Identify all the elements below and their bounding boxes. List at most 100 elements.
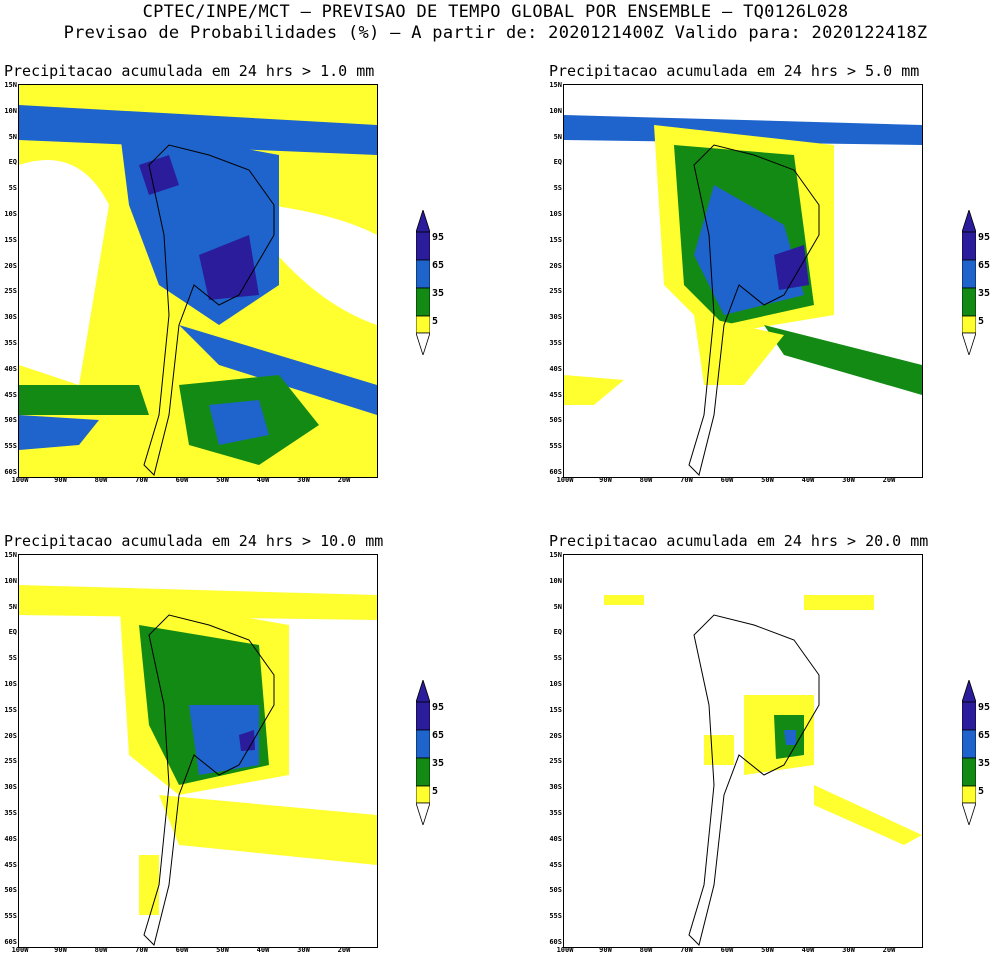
- lat-tick-label: 35S: [4, 809, 17, 817]
- lat-tick-label: 55S: [549, 912, 562, 921]
- lat-tick-label: 20S: [4, 261, 17, 270]
- lat-tick-label: 5S: [8, 184, 17, 193]
- lon-tick-label: 70W: [135, 946, 148, 954]
- lat-tick-label: 25S: [4, 287, 17, 296]
- lat-tick-label: 15S: [549, 705, 562, 714]
- lat-tick-label: 60S: [4, 938, 17, 946]
- map-panel-1mm: Precipitacao acumulada em 24 hrs > 1.0 m…: [0, 62, 380, 478]
- lat-tick-label: 5N: [8, 132, 17, 141]
- lon-tick-label: 80W: [94, 476, 108, 484]
- legend-label-35: 35: [978, 288, 991, 299]
- lat-tick-label: 30S: [4, 313, 17, 322]
- lat-tick-label: EQ: [8, 158, 17, 167]
- lat-tick-label: 10S: [4, 680, 17, 688]
- legend-label-65: 65: [432, 260, 445, 271]
- lat-tick-label: 60S: [549, 468, 562, 476]
- lon-tick-label: 50W: [216, 476, 229, 484]
- lat-tick-label: 10N: [549, 576, 562, 585]
- legend-label-5: 5: [978, 786, 985, 797]
- legend-label-65: 65: [432, 730, 445, 741]
- lon-tick-label: 80W: [639, 476, 653, 484]
- legend-label-95: 95: [978, 232, 991, 243]
- lat-tick-label: 20S: [549, 731, 562, 740]
- lon-tick-label: 50W: [761, 946, 774, 954]
- lat-tick-label: 15N: [4, 81, 17, 89]
- lat-tick-label: 30S: [549, 783, 562, 792]
- lat-tick-label: 10N: [4, 106, 17, 115]
- legend-label-65: 65: [978, 730, 991, 741]
- lon-tick-label: 50W: [216, 946, 229, 954]
- lat-tick-label: 55S: [4, 912, 17, 921]
- lon-tick-label: 60W: [720, 476, 734, 484]
- lon-tick-label: 80W: [639, 946, 653, 954]
- legend-label-5: 5: [432, 316, 439, 327]
- map-area: [563, 84, 923, 478]
- panel-title: Precipitacao acumulada em 24 hrs > 10.0 …: [4, 532, 384, 550]
- lat-tick-label: 40S: [4, 834, 17, 843]
- map-area: [563, 554, 923, 948]
- lat-tick-label: 5N: [8, 602, 17, 611]
- lat-tick-label: 10N: [4, 576, 17, 585]
- lon-tick-label: 100W: [556, 946, 574, 954]
- lon-tick-label: 20W: [882, 946, 896, 954]
- lon-tick-label: 20W: [337, 476, 351, 484]
- lat-tick-label: 35S: [549, 339, 562, 347]
- lat-tick-label: 30S: [4, 783, 17, 792]
- lat-tick-label: 50S: [549, 886, 562, 895]
- lat-tick-label: 5S: [8, 654, 17, 663]
- legend-label-5: 5: [978, 316, 985, 327]
- lon-tick-label: 90W: [599, 476, 612, 484]
- lat-tick-label: 50S: [4, 886, 17, 895]
- lat-tick-label: 15S: [549, 235, 562, 244]
- legend-label-35: 35: [978, 758, 991, 769]
- lon-tick-label: 70W: [680, 946, 693, 954]
- lat-tick-label: 15N: [4, 551, 17, 559]
- legend-colorbar: 95 65 35 5: [415, 208, 446, 360]
- lon-tick-label: 90W: [54, 476, 67, 484]
- lat-tick-label: 60S: [549, 938, 562, 946]
- lat-tick-label: 40S: [549, 834, 562, 843]
- lat-tick-label: 10S: [4, 210, 17, 218]
- lon-tick-label: 70W: [135, 476, 148, 484]
- lat-tick-label: 5S: [553, 184, 562, 193]
- lon-tick-label: 100W: [11, 476, 29, 484]
- panel-title: Precipitacao acumulada em 24 hrs > 20.0 …: [549, 532, 929, 550]
- lon-tick-label: 50W: [761, 476, 774, 484]
- main-title: CPTEC/INPE/MCT – PREVISAO DE TEMPO GLOBA…: [142, 2, 849, 22]
- lat-tick-label: 55S: [4, 442, 17, 451]
- panel-title: Precipitacao acumulada em 24 hrs > 5.0 m…: [549, 62, 920, 80]
- lat-tick-label: 50S: [4, 416, 17, 425]
- lon-tick-label: 100W: [556, 476, 574, 484]
- legend-label-95: 95: [978, 702, 991, 713]
- legend-label-35: 35: [432, 758, 445, 769]
- legend-label-95: 95: [432, 702, 445, 713]
- lon-tick-label: 60W: [720, 946, 734, 954]
- map-panel-10mm: Precipitacao acumulada em 24 hrs > 10.0 …: [0, 532, 384, 948]
- lat-tick-label: 25S: [549, 757, 562, 766]
- lon-tick-label: 20W: [882, 476, 896, 484]
- lat-tick-label: 15S: [4, 235, 17, 244]
- sub-title: Previsao de Probabilidades (%) – A parti…: [63, 23, 928, 43]
- legend-label-35: 35: [432, 288, 445, 299]
- lat-tick-label: 50S: [549, 416, 562, 425]
- lat-tick-label: EQ: [8, 628, 17, 637]
- legend-colorbar: 95 65 35 5: [961, 208, 991, 360]
- map-panel-5mm: Precipitacao acumulada em 24 hrs > 5.0 m…: [545, 62, 925, 478]
- lon-tick-label: 40W: [801, 476, 815, 484]
- lat-tick-label: 40S: [549, 364, 562, 373]
- lon-tick-label: 30W: [297, 946, 310, 954]
- lon-tick-label: 70W: [680, 476, 693, 484]
- lat-tick-label: 5N: [553, 602, 562, 611]
- lon-tick-label: 40W: [256, 476, 270, 484]
- lon-tick-label: 40W: [801, 946, 815, 954]
- legend-label-95: 95: [432, 232, 445, 243]
- legend-colorbar: 95 65 35 5: [415, 678, 446, 830]
- lat-tick-label: 25S: [549, 287, 562, 296]
- lat-tick-label: EQ: [553, 158, 562, 167]
- lat-tick-label: 35S: [549, 809, 562, 817]
- lat-tick-label: 15S: [4, 705, 17, 714]
- lat-tick-label: 55S: [549, 442, 562, 451]
- lon-tick-label: 40W: [256, 946, 270, 954]
- lon-tick-label: 60W: [175, 946, 189, 954]
- lon-tick-label: 30W: [297, 476, 310, 484]
